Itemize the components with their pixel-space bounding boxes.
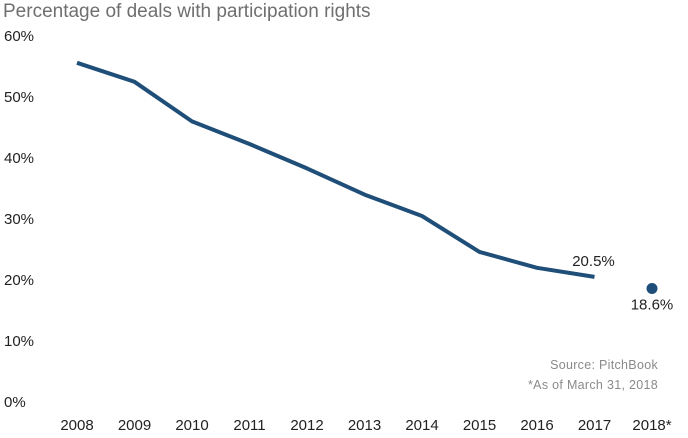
y-tick-label: 30% xyxy=(4,211,34,228)
source-note: Source: PitchBook xyxy=(550,358,658,372)
y-tick-label: 10% xyxy=(4,333,34,350)
x-tick-label: 2012 xyxy=(290,417,323,434)
x-tick-label: 2016 xyxy=(520,417,553,434)
y-tick-label: 0% xyxy=(4,394,26,411)
as-of-note: *As of March 31, 2018 xyxy=(528,378,658,392)
y-tick-label: 60% xyxy=(4,28,34,45)
series-group xyxy=(76,60,658,295)
data-label: 18.6% xyxy=(631,297,674,314)
highlight-point xyxy=(646,283,658,295)
data-labels: 20.5% 18.6% xyxy=(572,253,673,314)
y-tick-label: 20% xyxy=(4,272,34,289)
x-tick-label: 2010 xyxy=(175,417,208,434)
chart-title: Percentage of deals with participation r… xyxy=(3,1,371,22)
x-tick-label: 2015 xyxy=(463,417,496,434)
x-tick-label: 2008 xyxy=(60,417,93,434)
x-tick-label: 2013 xyxy=(348,417,381,434)
x-tick-label: 2017 xyxy=(578,417,611,434)
x-tick-label: 2018* xyxy=(632,417,671,434)
y-tick-label: 40% xyxy=(4,150,34,167)
data-label: 20.5% xyxy=(572,253,615,270)
y-tick-label: 50% xyxy=(4,89,34,106)
y-axis: 0% 10% 20% 30% 40% 50% 60% xyxy=(4,28,34,411)
x-tick-label: 2014 xyxy=(405,417,438,434)
x-axis: 2008 2009 2010 2011 2012 2013 2014 2015 2016 2017… xyxy=(60,417,671,434)
series-line xyxy=(76,60,595,279)
x-tick-label: 2009 xyxy=(118,417,151,434)
x-tick-label: 2011 xyxy=(233,417,265,434)
